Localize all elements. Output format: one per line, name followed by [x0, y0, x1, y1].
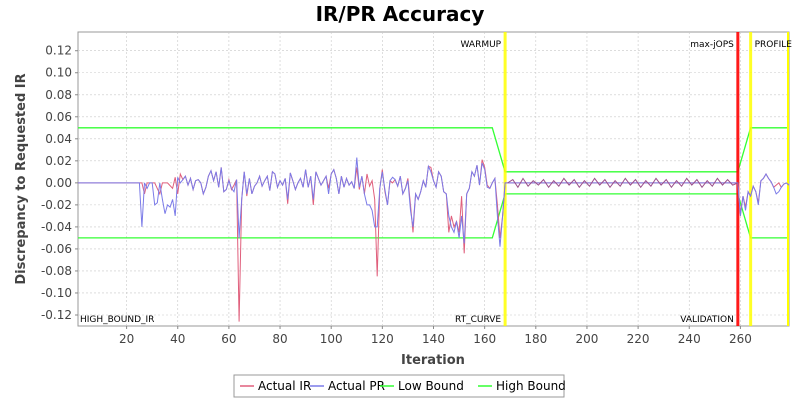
phase-labels: WARMUP max-jOPS PROFILE HIGH_BOUND_IR RT_CUR…: [80, 40, 792, 325]
phase-marker-line: [736, 32, 740, 326]
y-tick-label: 0.12: [45, 44, 72, 58]
x-tick-label: 260: [729, 332, 752, 346]
phase-label: RT_CURVE: [455, 315, 501, 325]
phase-marker-line: [503, 32, 507, 326]
y-tick-label: -0.10: [41, 286, 72, 300]
y-tick-label: -0.12: [41, 308, 72, 322]
y-axis-label: Discrepancy to Requested IR: [14, 73, 29, 284]
x-tick-label: 40: [170, 332, 185, 346]
phase-marker-line: [749, 32, 753, 326]
y-axis-ticks: -0.12 -0.10 -0.08 -0.06 -0.04 -0.02 0.00 0.02 0.…: [41, 44, 78, 322]
chart-title: IR/PR Accuracy: [316, 2, 485, 26]
x-tick-label: 80: [272, 332, 287, 346]
x-tick-label: 200: [576, 332, 599, 346]
x-axis-label: Iteration: [401, 353, 465, 368]
phase-markers: [503, 32, 789, 326]
x-tick-label: 20: [119, 332, 134, 346]
legend-label: High Bound: [496, 379, 566, 393]
phase-marker-line: [787, 32, 789, 326]
x-tick-label: 100: [320, 332, 343, 346]
y-tick-label: -0.08: [41, 264, 72, 278]
y-tick-label: -0.04: [41, 220, 72, 234]
legend-label: Low Bound: [398, 379, 464, 393]
x-tick-label: 140: [422, 332, 445, 346]
x-tick-label: 160: [473, 332, 496, 346]
marker-label: WARMUP: [461, 40, 502, 50]
marker-label: max-jOPS: [690, 40, 734, 50]
marker-label: PROFILE: [755, 40, 793, 50]
series-line-steady: [507, 177, 738, 189]
x-tick-label: 60: [221, 332, 236, 346]
legend: Actual IR Actual PR Low Bound High Bound: [233, 374, 566, 398]
data-series: [78, 157, 790, 322]
x-tick-label: 120: [371, 332, 394, 346]
y-tick-label: 0.06: [45, 110, 72, 124]
y-tick-label: 0.04: [45, 132, 72, 146]
legend-label: Actual IR: [258, 379, 311, 393]
y-tick-label: 0.10: [45, 66, 72, 80]
series-line-low-bound: [78, 193, 789, 239]
y-tick-label: 0.00: [45, 176, 72, 190]
series-line-high-bound: [78, 127, 789, 173]
y-tick-label: 0.02: [45, 154, 72, 168]
x-tick-label: 180: [524, 332, 547, 346]
bound-lines: [78, 127, 789, 239]
phase-label: VALIDATION: [680, 315, 734, 325]
y-tick-label: 0.08: [45, 88, 72, 102]
grid: [78, 32, 789, 326]
y-tick-label: -0.06: [41, 242, 72, 256]
series-line-actual-pr: [78, 157, 790, 247]
legend-label: Actual PR: [328, 379, 385, 393]
x-tick-label: 240: [678, 332, 701, 346]
legend-box: [233, 374, 565, 398]
x-tick-label: 220: [627, 332, 650, 346]
y-tick-label: -0.02: [41, 198, 72, 212]
phase-label: HIGH_BOUND_IR: [80, 315, 154, 325]
x-axis-ticks: 20 40 60 80 100 120 140 160 180 200 220 240 260: [119, 326, 752, 346]
